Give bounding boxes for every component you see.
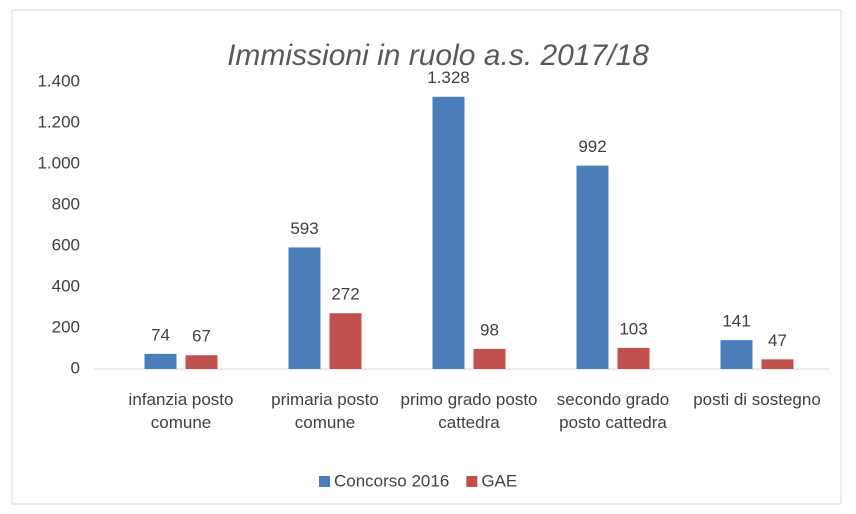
- x-tick-label: primaria posto comune: [271, 390, 379, 432]
- data-label: 141: [722, 312, 750, 331]
- y-tick-label: 200: [52, 317, 80, 336]
- bar: [617, 347, 650, 369]
- legend-label: GAE: [481, 471, 517, 490]
- legend-label: Concorso 2016: [334, 471, 449, 490]
- bar: [432, 96, 465, 369]
- bar: [576, 165, 609, 369]
- bar: [144, 353, 177, 369]
- chart-title: Immissioni in ruolo a.s. 2017/18: [227, 39, 649, 72]
- y-tick-label: 800: [52, 194, 80, 213]
- bar: [473, 348, 506, 369]
- legend-swatch: [319, 476, 330, 487]
- x-tick-label: infanzia posto comune: [128, 390, 234, 432]
- x-tick-label: primo grado posto cattedra: [400, 390, 538, 432]
- data-label: 98: [480, 320, 499, 339]
- data-label: 272: [331, 285, 359, 304]
- data-label: 992: [578, 137, 606, 156]
- data-label: 47: [768, 331, 787, 350]
- bar: [185, 355, 218, 369]
- legend-swatch: [466, 476, 478, 487]
- bar: [288, 247, 321, 369]
- data-label: 593: [290, 219, 318, 238]
- chart-border: [11, 9, 842, 505]
- x-tick-label: secondo grado posto cattedra: [556, 390, 670, 432]
- y-tick-label: 1.400: [37, 71, 80, 90]
- bar: [720, 340, 753, 369]
- data-label: 67: [192, 327, 211, 346]
- data-label: 1.328: [427, 68, 470, 87]
- y-tick-label: 1.200: [37, 112, 80, 131]
- y-tick-label: 600: [52, 235, 80, 254]
- bar: [761, 359, 794, 369]
- y-tick-label: 0: [71, 358, 80, 377]
- bar: [329, 313, 362, 369]
- data-label: 74: [151, 325, 170, 344]
- y-tick-label: 1.000: [37, 153, 80, 172]
- x-tick-label: posti di sostegno: [693, 390, 821, 409]
- y-tick-label: 400: [52, 276, 80, 295]
- data-label: 103: [619, 319, 647, 338]
